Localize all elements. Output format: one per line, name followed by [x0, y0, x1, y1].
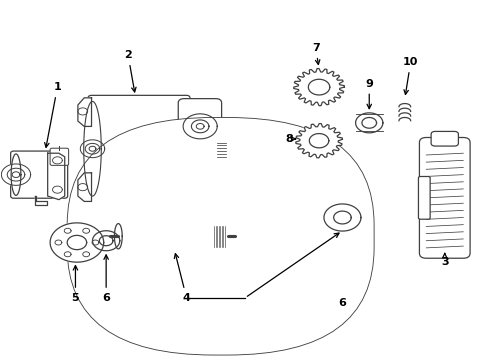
- Polygon shape: [308, 79, 330, 95]
- Polygon shape: [115, 224, 122, 249]
- FancyBboxPatch shape: [165, 214, 203, 258]
- Polygon shape: [11, 154, 21, 195]
- Text: 1: 1: [45, 82, 61, 147]
- Polygon shape: [296, 123, 343, 158]
- Text: 4: 4: [174, 254, 191, 303]
- Text: 3: 3: [441, 253, 448, 267]
- Polygon shape: [78, 173, 92, 202]
- Text: 5: 5: [72, 266, 79, 303]
- Polygon shape: [64, 228, 71, 233]
- Polygon shape: [356, 113, 383, 133]
- Text: 8: 8: [285, 134, 296, 144]
- Polygon shape: [80, 140, 105, 158]
- FancyBboxPatch shape: [138, 218, 167, 255]
- FancyBboxPatch shape: [67, 117, 374, 355]
- Polygon shape: [78, 108, 88, 115]
- Polygon shape: [48, 153, 65, 200]
- FancyBboxPatch shape: [116, 221, 218, 251]
- Polygon shape: [52, 186, 62, 193]
- Polygon shape: [50, 223, 104, 262]
- Polygon shape: [83, 228, 90, 233]
- Polygon shape: [64, 252, 71, 257]
- Polygon shape: [84, 102, 101, 196]
- Text: 9: 9: [366, 78, 373, 109]
- Polygon shape: [92, 240, 99, 245]
- Polygon shape: [93, 231, 120, 251]
- FancyBboxPatch shape: [418, 176, 430, 219]
- Text: 6: 6: [102, 255, 110, 303]
- Bar: [217, 141, 226, 159]
- FancyBboxPatch shape: [419, 138, 470, 258]
- Polygon shape: [52, 157, 62, 164]
- Polygon shape: [78, 98, 92, 126]
- Text: 7: 7: [312, 43, 320, 64]
- Text: 10: 10: [403, 57, 418, 94]
- Polygon shape: [309, 134, 329, 148]
- Polygon shape: [34, 196, 47, 205]
- Text: 6: 6: [339, 298, 346, 308]
- FancyBboxPatch shape: [178, 99, 221, 163]
- Text: 2: 2: [124, 50, 136, 92]
- Polygon shape: [83, 252, 90, 257]
- Polygon shape: [324, 204, 361, 231]
- Polygon shape: [183, 114, 217, 139]
- Polygon shape: [55, 240, 62, 245]
- Polygon shape: [1, 164, 30, 185]
- FancyBboxPatch shape: [50, 148, 69, 165]
- FancyBboxPatch shape: [11, 151, 68, 198]
- Polygon shape: [78, 184, 88, 191]
- Polygon shape: [294, 68, 344, 106]
- FancyBboxPatch shape: [431, 131, 459, 146]
- FancyBboxPatch shape: [88, 95, 190, 202]
